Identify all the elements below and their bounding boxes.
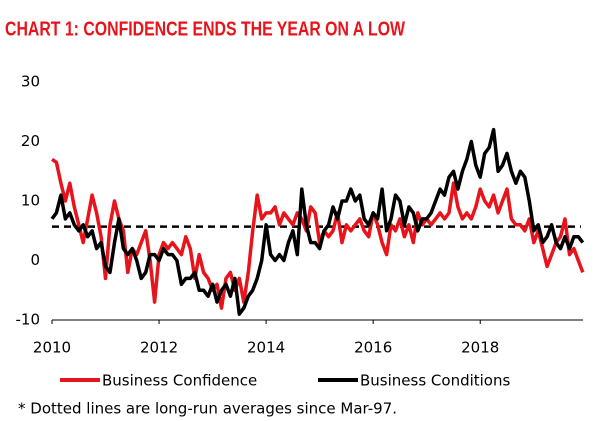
legend-label: Business Confidence (102, 372, 257, 390)
series-line (51, 157, 585, 310)
footnote: * Dotted lines are long-run averages sin… (18, 400, 397, 418)
y-tick-label: 0 (30, 251, 40, 269)
y-tick-label: 10 (21, 192, 40, 210)
x-tick-label: 2010 (33, 339, 71, 357)
chart-title: CHART 1: CONFIDENCE ENDS THE YEAR ON A L… (5, 18, 405, 40)
x-tick-label: 2016 (354, 339, 392, 357)
y-tick-label: -10 (16, 311, 41, 329)
x-tick-label: 2014 (247, 339, 285, 357)
y-tick-label: 30 (21, 73, 40, 91)
legend-label: Business Conditions (360, 372, 510, 390)
x-tick-label: 2012 (140, 339, 178, 357)
x-tick-label: 2018 (461, 339, 499, 357)
y-tick-label: 20 (21, 132, 40, 150)
series-line (50, 127, 585, 316)
